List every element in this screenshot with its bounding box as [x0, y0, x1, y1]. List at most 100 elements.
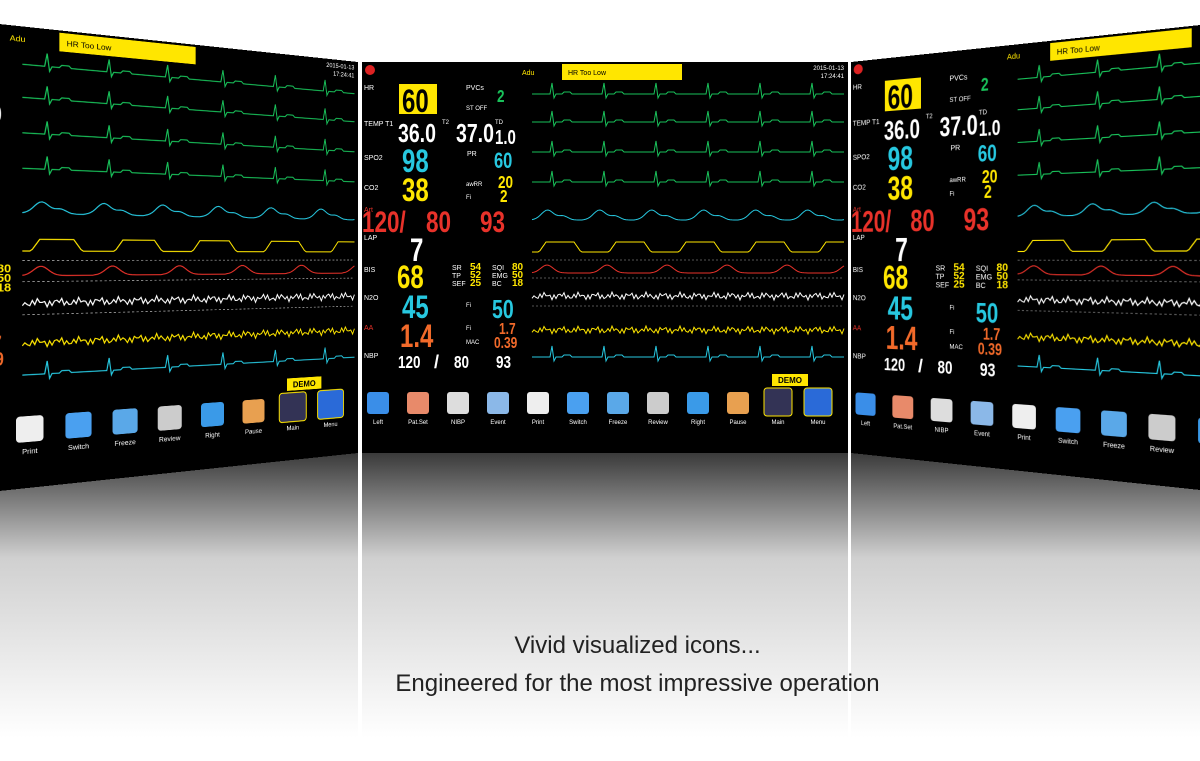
toolbar-button[interactable]	[970, 400, 994, 427]
param-label: T2	[926, 114, 933, 121]
waveform	[532, 110, 844, 128]
toolbar-button[interactable]	[803, 387, 833, 417]
toolbar-button[interactable]	[65, 411, 92, 439]
button-label: Left	[373, 420, 383, 426]
toolbar-button[interactable]	[930, 397, 953, 423]
button-label: Event	[490, 420, 506, 426]
button-label: Pause	[245, 428, 262, 436]
param-label: SR	[936, 265, 946, 273]
toolbar-button[interactable]	[279, 392, 306, 423]
logo	[853, 63, 863, 75]
param-value: 80	[426, 205, 451, 239]
param-value: 1.7	[499, 319, 516, 337]
button-label: Review	[159, 435, 181, 444]
param-label: LAP	[853, 235, 866, 243]
toolbar-button[interactable]	[1148, 413, 1176, 442]
toolbar-button[interactable]	[200, 401, 224, 428]
button-label: Print	[532, 420, 545, 426]
param-label: ST OFF	[466, 106, 488, 112]
param-value: 60	[494, 149, 513, 174]
reflection	[851, 453, 1200, 753]
param-value: 54	[953, 262, 965, 274]
param-value: 93	[480, 205, 505, 239]
toolbar-button[interactable]	[242, 398, 265, 424]
toolbar-button[interactable]	[407, 392, 429, 414]
toolbar-button[interactable]	[727, 392, 749, 414]
toolbar-button[interactable]	[1101, 410, 1127, 438]
param-label: TEMP T1	[853, 119, 880, 128]
toolbar-button[interactable]	[647, 392, 669, 414]
param-label: CO2	[853, 184, 866, 192]
param-value: 120	[884, 354, 905, 376]
param-value: 80	[910, 204, 934, 239]
param-label: TD	[495, 120, 504, 126]
waveform	[531, 209, 845, 221]
param-value: 120/	[851, 205, 891, 239]
mode: Adu	[1007, 53, 1021, 62]
button-label: Pat.Set	[408, 420, 428, 426]
demo-box	[287, 376, 322, 391]
param-label: SQI	[492, 265, 504, 272]
param-value: 2	[500, 187, 508, 206]
param-label: PR	[950, 144, 960, 152]
param-label: Fi	[949, 305, 954, 312]
toolbar-button[interactable]	[112, 408, 138, 435]
waveform	[532, 170, 844, 188]
param-label: TP	[936, 273, 945, 281]
toolbar-button[interactable]	[1012, 403, 1036, 430]
param-value: 93	[496, 353, 511, 372]
screen-bg	[0, 1, 358, 514]
param-value: 80	[996, 262, 1008, 275]
mode: Adu	[10, 33, 26, 45]
toolbar-button[interactable]	[763, 387, 793, 417]
toolbar-button[interactable]	[892, 395, 914, 420]
param-value: 54	[470, 262, 482, 273]
param-label: TEMP T1	[364, 121, 393, 128]
toolbar-button[interactable]	[157, 404, 182, 431]
toolbar-button[interactable]	[567, 392, 589, 414]
param-label: N2O	[364, 295, 379, 302]
param-value: 38	[888, 169, 913, 207]
button-label: Main	[287, 424, 300, 432]
param-label: Fi	[466, 195, 471, 201]
param-label: BC	[976, 282, 986, 290]
param-label: AA	[853, 325, 862, 333]
toolbar-button[interactable]	[447, 392, 469, 414]
param-label: TD	[979, 110, 987, 117]
toolbar-button[interactable]	[16, 414, 44, 444]
param-label: SQI	[976, 265, 989, 273]
toolbar-button[interactable]	[487, 392, 509, 414]
button-label: Right	[691, 420, 705, 426]
button-label: Freeze	[115, 439, 137, 448]
toolbar-button[interactable]	[855, 392, 876, 417]
button-label: Review	[648, 420, 668, 426]
button-label: Pause	[729, 420, 747, 426]
demo-box	[772, 374, 808, 386]
param-value: 18	[996, 279, 1008, 292]
button-label: Right	[205, 431, 220, 439]
toolbar-button[interactable]	[318, 389, 344, 419]
param-label: TP	[452, 273, 461, 280]
param-label: ST OFF	[949, 96, 971, 104]
param-label: NBP	[853, 353, 867, 361]
param-value: 68	[397, 259, 424, 295]
param-label: MAC	[949, 344, 962, 351]
param-label: Art	[853, 206, 861, 214]
param-label: SEF	[452, 281, 466, 288]
toolbar-button[interactable]	[527, 392, 549, 414]
param-value: 2	[497, 87, 505, 106]
param-value: 52	[470, 270, 482, 281]
param-label: Fi	[466, 326, 471, 332]
toolbar-button[interactable]	[1055, 406, 1081, 434]
toolbar-button[interactable]	[687, 392, 709, 414]
toolbar-button[interactable]	[607, 392, 629, 414]
button-label: NIBP	[451, 420, 465, 426]
param-value: 25	[953, 279, 965, 291]
toolbar-button[interactable]	[367, 392, 389, 414]
